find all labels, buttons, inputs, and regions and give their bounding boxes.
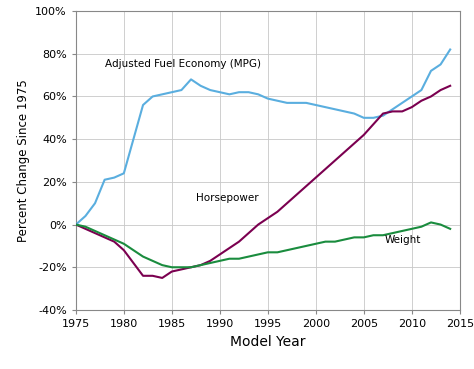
X-axis label: Model Year: Model Year bbox=[230, 335, 306, 349]
Text: Horsepower: Horsepower bbox=[196, 193, 258, 203]
Text: Adjusted Fuel Economy (MPG): Adjusted Fuel Economy (MPG) bbox=[105, 59, 261, 69]
Text: Weight: Weight bbox=[385, 235, 421, 245]
Y-axis label: Percent Change Since 1975: Percent Change Since 1975 bbox=[17, 79, 30, 242]
